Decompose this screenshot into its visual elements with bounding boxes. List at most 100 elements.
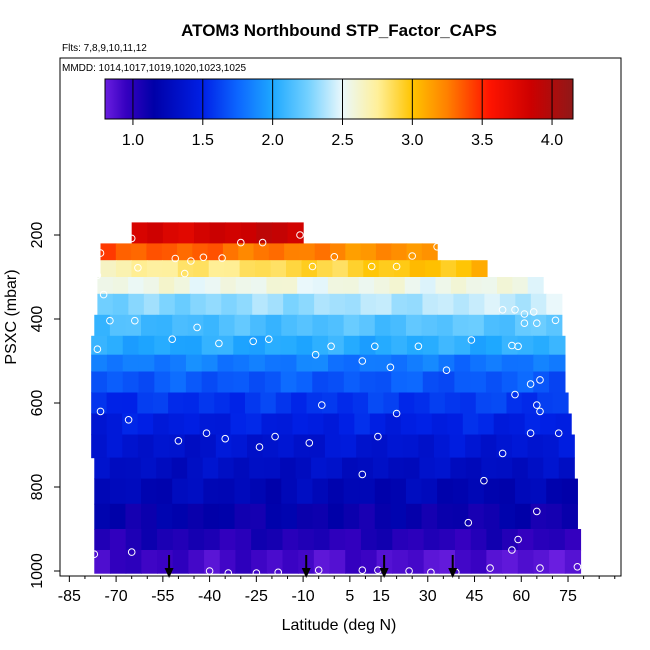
heatmap-cell [278, 434, 295, 459]
heatmap-cell [264, 354, 282, 373]
heatmap-cell [183, 392, 200, 415]
heatmap-cell [106, 413, 123, 436]
sample-point [131, 316, 139, 325]
sample-point [529, 308, 538, 316]
sample-point [464, 518, 473, 527]
x-tick-label: 45 [466, 588, 484, 605]
heatmap-cell [356, 434, 373, 459]
heatmap-cell [112, 277, 129, 295]
heatmap-cell [97, 277, 114, 295]
heatmap-cell [238, 243, 255, 261]
heatmap-cell [146, 260, 163, 278]
heatmap-cell [122, 335, 140, 356]
heatmap-cell [172, 529, 189, 551]
heatmap-cell [407, 529, 425, 551]
heatmap-cell [236, 293, 253, 316]
heatmap-cell [483, 503, 501, 530]
heatmap-cell [187, 457, 204, 480]
heatmap-cell [354, 413, 371, 436]
y-tick-label: 800 [29, 474, 46, 501]
heatmap-cell [521, 392, 538, 415]
heatmap-cell [501, 354, 519, 373]
heatmap-cell [138, 354, 155, 373]
heatmap-cell [156, 457, 173, 480]
heatmap-cell [131, 243, 148, 261]
heatmap-cell [231, 434, 248, 459]
heatmap-cell [122, 413, 139, 436]
heatmap-cell [437, 293, 455, 316]
heatmap-cell [201, 354, 219, 373]
heatmap-cell [229, 392, 246, 415]
heatmap-cell [208, 260, 225, 278]
sample-point [271, 432, 279, 441]
heatmap-cell [106, 392, 123, 415]
sample-point [367, 262, 376, 271]
y-tick-label: 1000 [29, 553, 46, 589]
heatmap-cell [480, 434, 497, 459]
sample-point [311, 350, 320, 359]
heatmap-cell [555, 413, 572, 436]
heatmap-cell [249, 354, 266, 373]
sample-point [237, 238, 245, 247]
sample-point [526, 380, 535, 388]
heatmap-cell [215, 413, 232, 436]
heatmap-cell [404, 277, 421, 295]
layer-band [94, 529, 582, 551]
heatmap-cell [109, 457, 126, 480]
sample-point [305, 439, 314, 447]
heatmap-cell [147, 222, 164, 244]
heatmap-cell [233, 371, 250, 394]
heatmap-cell [561, 478, 578, 505]
heatmap-cell [171, 457, 188, 480]
heatmap-cell [390, 314, 407, 337]
heatmap-cell [363, 260, 380, 278]
heatmap-cell [185, 371, 203, 394]
heatmap-cell [496, 434, 513, 459]
x-tick-label: 60 [512, 588, 530, 605]
heatmap-cell [268, 243, 285, 261]
heatmap-cell [267, 293, 284, 316]
heatmap-cell [296, 335, 313, 356]
heatmap-cell [170, 354, 187, 373]
heatmap-cell [138, 371, 155, 394]
heatmap-cell [314, 243, 331, 261]
heatmap-cell [125, 457, 142, 480]
heatmap-cell [450, 277, 467, 295]
heatmap-cell [468, 503, 485, 530]
heatmap-cell [214, 392, 231, 415]
heatmap-cell [484, 293, 501, 316]
heatmap-cell [422, 354, 440, 373]
sample-point [215, 339, 223, 348]
x-tick-label: -40 [198, 588, 221, 605]
sample-point [205, 567, 214, 575]
sample-point [199, 253, 208, 262]
heatmap-cell [371, 434, 388, 459]
heatmap-cell [296, 478, 314, 505]
heatmap-cell [218, 503, 236, 530]
heatmap-cell [423, 529, 440, 551]
heatmap-cell [313, 529, 331, 551]
sample-point [414, 342, 423, 351]
heatmap-cell [422, 335, 440, 356]
heatmap-cell [491, 392, 508, 415]
sample-point [533, 507, 541, 516]
heatmap-cell [234, 478, 251, 505]
heatmap-cell [368, 392, 385, 415]
heatmap-cell [407, 550, 425, 574]
heatmap-cell [511, 434, 529, 459]
heatmap-cell [438, 335, 455, 356]
heatmap-cell [312, 354, 329, 373]
heatmap-cell [172, 550, 189, 574]
heatmap-cell [385, 413, 402, 436]
heatmap-cell [453, 293, 470, 316]
heatmap-cell [392, 529, 409, 551]
heatmap-cell [499, 314, 516, 337]
x-tick-label: -25 [245, 588, 268, 605]
heatmap-cell [549, 354, 566, 373]
sample-point [526, 429, 535, 438]
heatmap-cell [440, 260, 457, 278]
heatmap-cell [218, 478, 236, 505]
heatmap-cell [390, 478, 407, 505]
colorbar-tick-label: 3.0 [401, 132, 423, 149]
heatmap-cell [343, 478, 360, 505]
